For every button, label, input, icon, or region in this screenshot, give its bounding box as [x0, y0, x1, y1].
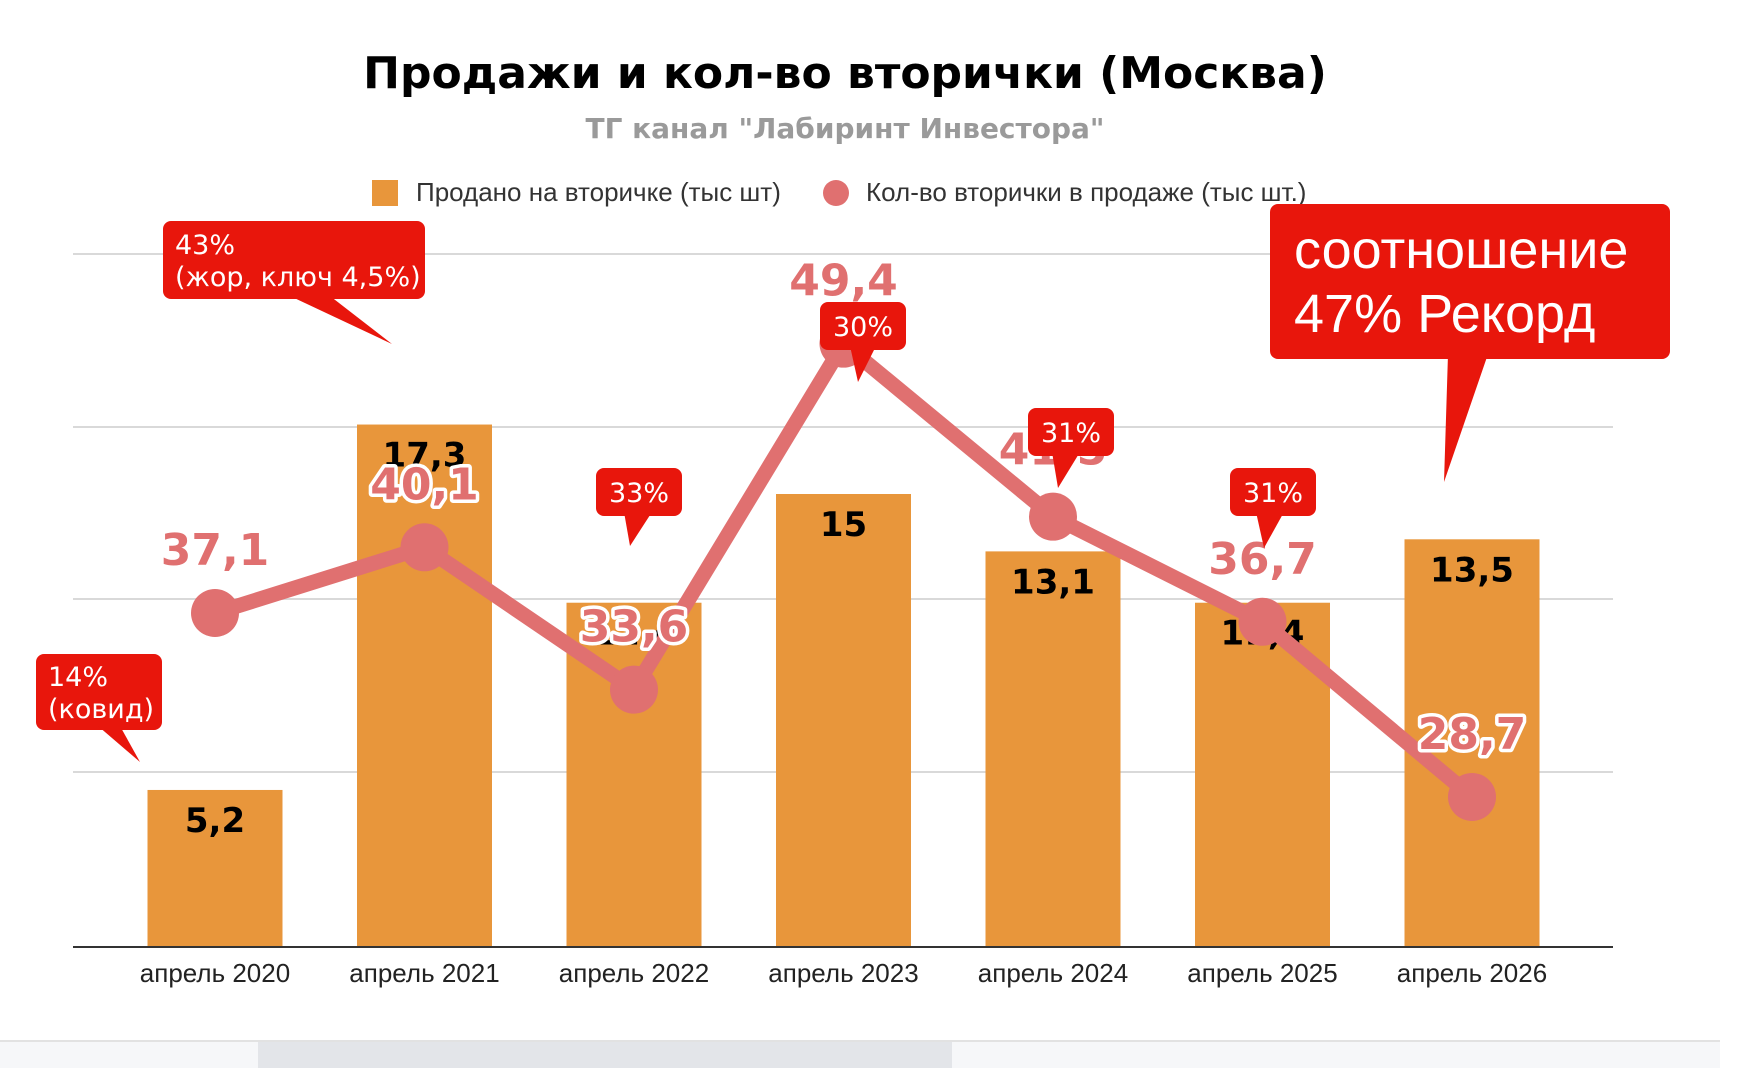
x-tick-label: апрель 2022 [559, 958, 709, 988]
x-axis-ticks: апрель 2020 апрель 2021 апрель 2022 апрель … [140, 958, 1547, 988]
line-value-label: 37,1 [161, 525, 270, 576]
callout-pointer [1444, 354, 1488, 482]
callout-text: 31% [1041, 418, 1101, 449]
bottom-scrollbar-area [0, 1040, 1720, 1068]
line-point [191, 589, 239, 638]
callout-text: соотношение [1294, 220, 1628, 280]
callout-pointer [850, 346, 876, 382]
chart: Продажи и кол-во вторички (Москва) ТГ ка… [36, 48, 1670, 988]
bar-value-label: 13,1 [1011, 562, 1095, 602]
line-point [610, 665, 658, 714]
line-point [1448, 772, 1496, 821]
callout-pointer [98, 726, 140, 762]
bars [147, 424, 1540, 947]
x-tick-label: апрель 2020 [140, 958, 290, 988]
line-point [400, 523, 449, 572]
line-point [1029, 492, 1077, 541]
x-tick-label: апрель 2023 [768, 958, 918, 988]
line-point [1238, 597, 1287, 646]
bar [1404, 539, 1540, 947]
line-value-label: 40,1 [370, 459, 479, 510]
legend-bar-swatch [372, 180, 398, 206]
callout-text: 43% [175, 230, 235, 261]
callout-text: 31% [1243, 478, 1303, 509]
bar [147, 789, 283, 947]
x-tick-label: апрель 2025 [1187, 958, 1337, 988]
x-tick-label: апрель 2024 [978, 958, 1128, 988]
legend-line-label: Кол-во вторички в продаже (тыс шт.) [866, 177, 1306, 207]
bar-value-label: 15 [820, 505, 867, 545]
callout-pointer [1052, 452, 1080, 488]
bar [357, 424, 492, 947]
legend-bar-label: Продано на вторичке (тыс шт) [416, 177, 781, 207]
line-value-label: 33,6 [580, 602, 689, 653]
x-tick-label: апрель 2026 [1397, 958, 1547, 988]
bar-value-label: 17,3 [383, 436, 467, 476]
callout-text: 47% Рекорд [1294, 284, 1595, 344]
line-value-label: 36,7 [1208, 534, 1317, 585]
callout-text: 33% [609, 478, 669, 509]
callout-text: (ковид) [48, 694, 154, 725]
callout-box [596, 468, 682, 516]
callout: 31% [1028, 408, 1114, 488]
callout-pointer [1256, 512, 1284, 548]
line-value-label: 28,7 [1418, 709, 1527, 760]
callout: 30% [820, 302, 906, 382]
callout: 43%(жор, ключ 4,5%) [163, 221, 425, 344]
callouts: 14%(ковид) 43%(жор, ключ 4,5%) 33% 30% 31% 31… [36, 204, 1670, 762]
callout-box [1028, 408, 1114, 456]
callout-text: 14% [48, 662, 108, 693]
callout-box [820, 302, 906, 350]
callout-box [1270, 204, 1670, 359]
bar-value-label: 5,2 [185, 801, 245, 841]
callout-pointer [290, 296, 392, 344]
bar [985, 551, 1121, 947]
callout: 31% [1230, 468, 1316, 548]
callout: 33% [596, 468, 682, 546]
scrollbar-thumb[interactable] [258, 1042, 952, 1068]
chart-title: Продажи и кол-во вторички (Москва) [363, 48, 1327, 99]
callout: 14%(ковид) [36, 654, 162, 762]
callout-pointer [624, 512, 652, 546]
callout-box [36, 654, 162, 730]
bar [776, 494, 911, 947]
chart-subtitle: ТГ канал "Лабиринт Инвестора" [585, 112, 1104, 145]
legend: Продано на вторичке (тыс шт) Кол-во втор… [372, 177, 1306, 207]
bar-value-label: 13,5 [1430, 550, 1514, 590]
callout-text: 30% [833, 312, 893, 343]
line-value-labels: 37,140,133,649,441,536,728,7 [157, 252, 1530, 763]
callout-text: (жор, ключ 4,5%) [175, 262, 421, 293]
callout-box [163, 221, 425, 299]
line-value-label: 49,4 [789, 256, 898, 307]
x-tick-label: апрель 2021 [349, 958, 499, 988]
legend-line-swatch [823, 180, 849, 206]
callout-box [1230, 468, 1316, 516]
